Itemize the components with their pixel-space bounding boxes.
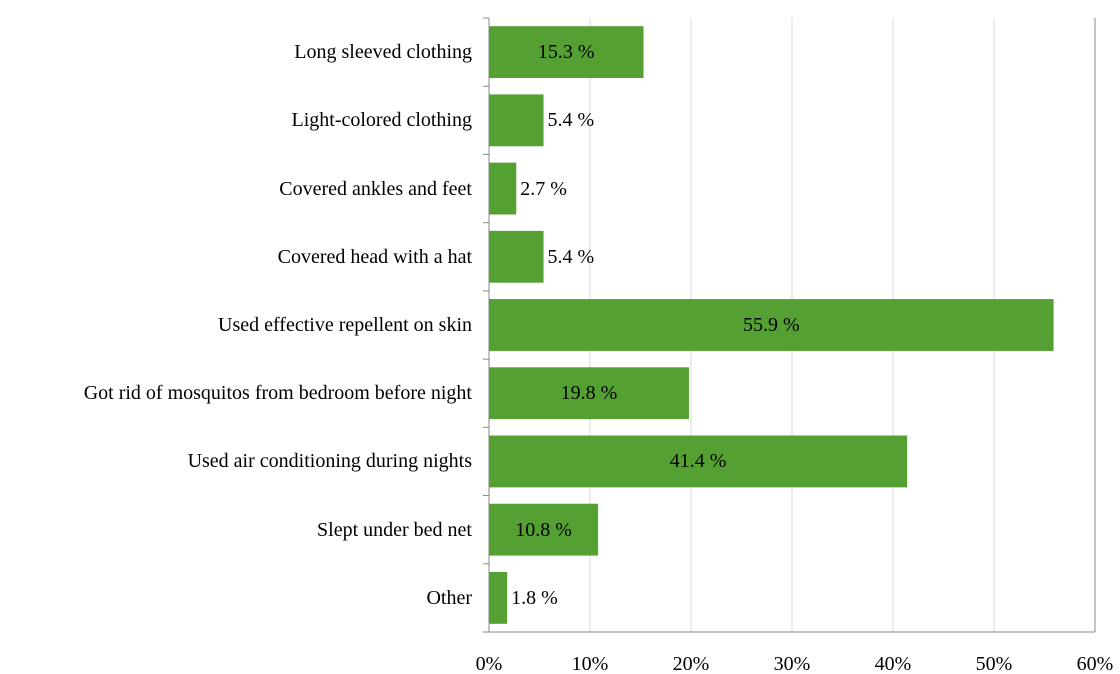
data-label: 19.8 % bbox=[560, 382, 618, 405]
category-label: Long sleeved clothing bbox=[294, 41, 472, 64]
x-tick-label: 30% bbox=[773, 653, 811, 674]
x-tick-label: 60% bbox=[1076, 653, 1114, 674]
x-tick-label: 20% bbox=[672, 653, 710, 674]
category-label: Covered head with a hat bbox=[277, 245, 472, 268]
data-label: 5.4 % bbox=[547, 109, 595, 132]
data-label: 2.7 % bbox=[520, 177, 567, 200]
category-label: Slept under bed net bbox=[317, 518, 472, 541]
category-label: Used air conditioning during nights bbox=[187, 450, 472, 473]
bar bbox=[489, 503, 599, 556]
data-label: 5.4 % bbox=[547, 245, 595, 268]
category-label: Got rid of mosquitos from bedroom before… bbox=[83, 382, 472, 405]
data-label: 1.8 % bbox=[511, 586, 558, 609]
category-label: Used effective repellent on skin bbox=[218, 314, 472, 336]
data-label: 15.3 % bbox=[537, 41, 595, 64]
bar bbox=[489, 571, 508, 624]
bar bbox=[489, 230, 544, 283]
data-label: 10.8 % bbox=[515, 518, 572, 541]
bar bbox=[489, 435, 908, 488]
x-tick-label: 0% bbox=[475, 653, 503, 674]
bar bbox=[489, 367, 689, 420]
bar bbox=[489, 162, 517, 215]
x-tick-label: 50% bbox=[975, 653, 1013, 674]
bar bbox=[489, 26, 644, 79]
x-tick-label: 40% bbox=[874, 653, 912, 674]
data-label: 41.4 % bbox=[669, 450, 727, 473]
category-label: Light-colored clothing bbox=[291, 109, 472, 132]
x-tick-label: 10% bbox=[571, 653, 609, 674]
category-label: Other bbox=[426, 586, 472, 609]
bar bbox=[489, 299, 1054, 351]
bar bbox=[489, 94, 544, 147]
data-label: 55.9 % bbox=[742, 314, 800, 336]
category-label: Covered ankles and feet bbox=[279, 177, 472, 200]
